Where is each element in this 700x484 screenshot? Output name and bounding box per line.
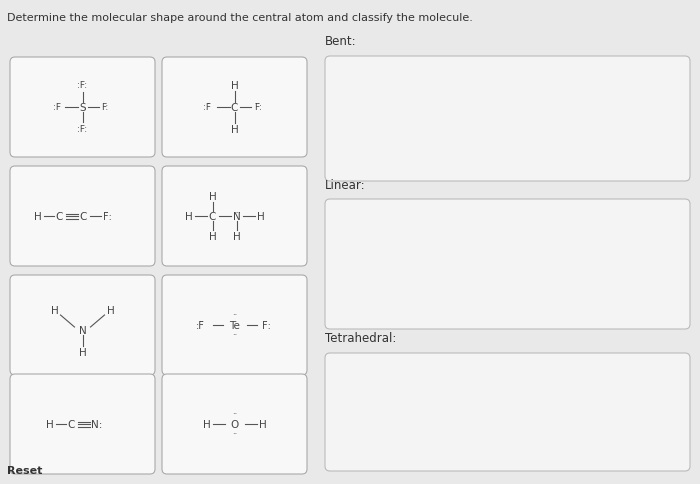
FancyBboxPatch shape: [10, 58, 155, 158]
FancyBboxPatch shape: [325, 353, 690, 471]
Text: Reset: Reset: [7, 465, 43, 475]
Text: H: H: [106, 305, 114, 316]
Text: H: H: [257, 212, 265, 222]
Text: F̈:: F̈:: [255, 103, 262, 112]
Text: H: H: [46, 419, 53, 429]
Text: Determine the molecular shape around the central atom and classify the molecule.: Determine the molecular shape around the…: [7, 13, 473, 23]
Text: C: C: [209, 212, 216, 222]
Text: Linear:: Linear:: [325, 179, 365, 192]
Text: H: H: [50, 305, 58, 316]
Text: F:: F:: [101, 103, 108, 112]
Text: N: N: [78, 325, 86, 335]
Text: Te: Te: [229, 320, 240, 330]
Text: H: H: [185, 212, 193, 222]
Text: H: H: [209, 231, 216, 242]
Text: :F̈: :F̈: [202, 103, 211, 112]
Text: C: C: [231, 103, 238, 113]
Text: H: H: [230, 81, 239, 91]
Text: C: C: [68, 419, 75, 429]
Text: H: H: [209, 192, 216, 201]
Text: H: H: [78, 348, 86, 357]
Text: H: H: [258, 419, 267, 429]
Text: H: H: [232, 231, 240, 242]
Text: :F:: :F:: [78, 125, 88, 134]
Text: :F:: :F:: [78, 81, 88, 91]
Text: Bent:: Bent:: [325, 35, 356, 48]
FancyBboxPatch shape: [162, 275, 307, 375]
Text: C: C: [80, 212, 88, 222]
Text: ··: ··: [232, 409, 237, 419]
Text: H: H: [230, 125, 239, 135]
FancyBboxPatch shape: [162, 166, 307, 267]
FancyBboxPatch shape: [10, 374, 155, 474]
FancyBboxPatch shape: [325, 199, 690, 329]
Text: :F: :F: [52, 103, 60, 112]
FancyBboxPatch shape: [325, 57, 690, 182]
Text: C: C: [56, 212, 63, 222]
Text: O: O: [230, 419, 239, 429]
Text: ··: ··: [232, 311, 237, 320]
Text: ··: ··: [232, 331, 237, 340]
Text: H: H: [34, 212, 41, 222]
Text: N̈: N̈: [232, 212, 240, 222]
FancyBboxPatch shape: [10, 275, 155, 375]
FancyBboxPatch shape: [10, 166, 155, 267]
FancyBboxPatch shape: [162, 58, 307, 158]
Text: :F̈: :F̈: [196, 320, 205, 330]
Text: N:: N:: [91, 419, 102, 429]
Text: S: S: [79, 103, 86, 113]
Text: H: H: [202, 419, 211, 429]
Text: ··: ··: [232, 430, 237, 439]
Text: F̈:: F̈:: [262, 320, 271, 330]
Text: Tetrahedral:: Tetrahedral:: [325, 332, 396, 344]
FancyBboxPatch shape: [162, 374, 307, 474]
Text: F̈:: F̈:: [103, 212, 112, 222]
